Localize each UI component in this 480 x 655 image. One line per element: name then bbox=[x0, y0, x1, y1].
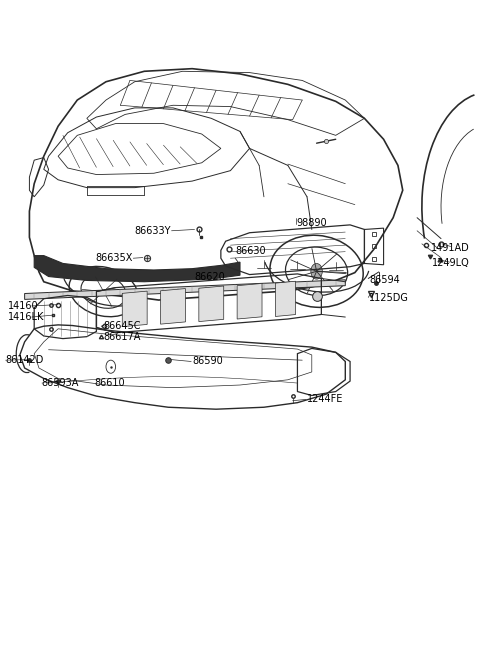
Polygon shape bbox=[122, 291, 147, 327]
Text: 86620: 86620 bbox=[194, 272, 225, 282]
Text: 1491AD: 1491AD bbox=[431, 243, 470, 253]
Text: 86645C: 86645C bbox=[104, 321, 141, 331]
Circle shape bbox=[311, 263, 323, 279]
Polygon shape bbox=[237, 284, 262, 319]
Text: 86630: 86630 bbox=[235, 246, 266, 256]
Text: 86142D: 86142D bbox=[5, 355, 44, 365]
Text: 98890: 98890 bbox=[297, 218, 327, 228]
Text: 86635X: 86635X bbox=[95, 253, 132, 263]
Polygon shape bbox=[24, 280, 345, 299]
Text: 1416LK: 1416LK bbox=[8, 312, 44, 322]
Text: 86594: 86594 bbox=[369, 276, 400, 286]
Text: 86610: 86610 bbox=[94, 378, 125, 388]
Text: 86593A: 86593A bbox=[41, 378, 79, 388]
Polygon shape bbox=[199, 286, 224, 322]
Text: 1244FE: 1244FE bbox=[307, 394, 343, 404]
Polygon shape bbox=[160, 289, 185, 324]
Polygon shape bbox=[276, 281, 296, 316]
Text: 1249LQ: 1249LQ bbox=[432, 259, 470, 269]
Text: 86590: 86590 bbox=[192, 356, 223, 367]
Polygon shape bbox=[34, 255, 240, 282]
Text: 1125DG: 1125DG bbox=[369, 293, 409, 303]
Text: 86617A: 86617A bbox=[104, 332, 141, 343]
Text: 14160: 14160 bbox=[8, 301, 38, 311]
Text: 86633Y: 86633Y bbox=[134, 226, 170, 236]
